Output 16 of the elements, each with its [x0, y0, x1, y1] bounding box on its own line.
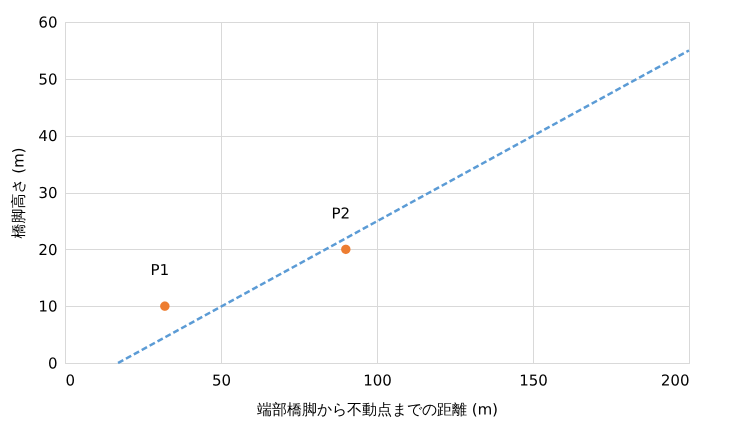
x-axis-title: 端部橋脚から不動点までの距離 (m)	[256, 400, 498, 418]
annotation: P2	[332, 204, 350, 222]
x-tick-label: 100	[363, 372, 392, 390]
y-tick-label: 20	[38, 240, 58, 259]
annotation: P1	[150, 261, 170, 280]
y-axis-title: 橋脚高さ (m)	[9, 147, 28, 239]
y-tick-label: 0	[48, 354, 58, 372]
x-tick-label: 150	[519, 372, 548, 390]
y-tick-label: 60	[38, 14, 58, 32]
x-tick-label: 200	[660, 372, 690, 390]
y-tick-label: 30	[38, 184, 58, 202]
y-tick-label: 40	[38, 127, 58, 146]
x-tick-label: 50	[212, 372, 232, 390]
x-tick-label: 0	[66, 372, 76, 390]
y-tick-label: 10	[38, 298, 58, 316]
y-tick-label: 50	[38, 70, 58, 88]
